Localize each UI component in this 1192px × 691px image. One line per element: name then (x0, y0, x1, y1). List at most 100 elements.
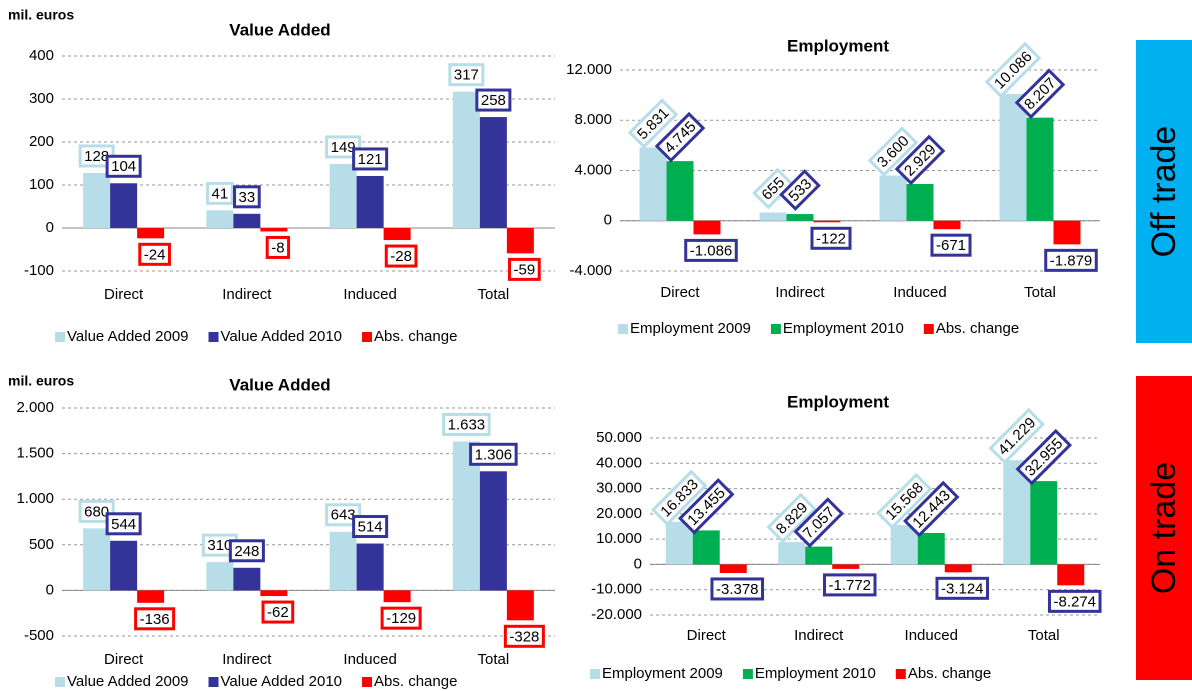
data-label-text: 248 (234, 543, 259, 560)
label-box (903, 480, 960, 538)
legend-swatch (770, 324, 781, 334)
x-tick-label: Total (478, 651, 510, 668)
bar (813, 220, 841, 223)
legend-swatch (618, 324, 628, 334)
legend-label: Employment 2009 (602, 665, 723, 682)
y-tick-label: 500 (29, 536, 54, 553)
bar (1057, 564, 1085, 586)
x-tick-label: Induced (893, 284, 946, 301)
data-label-text: -129 (386, 610, 416, 627)
y-tick-label: 0 (604, 212, 612, 229)
data-label-text: 121 (358, 151, 383, 168)
y-tick-label: 2.000 (16, 399, 54, 416)
label-box (766, 492, 818, 544)
label-box (779, 169, 821, 211)
legend-label: Abs. change (374, 673, 457, 690)
label-box (206, 181, 234, 205)
side-band (1136, 376, 1192, 680)
y-tick-label: 200 (29, 133, 54, 150)
data-label: 128 (78, 144, 115, 168)
y-tick-label: 12.000 (566, 61, 612, 78)
label-box (325, 135, 362, 159)
label-box (265, 235, 291, 259)
bar (832, 564, 860, 569)
side-label: Off trade (1145, 126, 1183, 258)
data-label: 317 (448, 63, 485, 87)
data-label-text: 544 (111, 516, 136, 533)
data-label: -122 (810, 226, 852, 250)
data-label: -1.879 (1044, 248, 1098, 272)
bar (137, 590, 165, 603)
x-tick-label: Direct (104, 651, 144, 668)
label-box (325, 503, 362, 527)
x-tick-label: Total (478, 286, 510, 303)
data-label: -3.378 (710, 577, 765, 601)
chart-title: Employment (787, 392, 889, 411)
label-box (684, 238, 738, 262)
bar (83, 172, 111, 228)
x-tick-label: Total (1028, 627, 1060, 644)
bar (110, 540, 138, 591)
y-axis-label: mil. euros (8, 7, 74, 23)
data-label: 41 (206, 181, 234, 205)
label-box (627, 98, 679, 149)
y-tick-label: 1.000 (16, 490, 54, 507)
data-label: 533 (779, 169, 821, 211)
side-label: On trade (1145, 462, 1183, 594)
y-tick-label: 50.000 (596, 429, 642, 446)
data-label: -1.772 (822, 573, 877, 597)
bar (665, 521, 693, 565)
label-box (894, 134, 946, 186)
label-box (105, 512, 142, 536)
chart-title: Value Added (229, 20, 330, 39)
label-box (822, 573, 877, 597)
data-label-text: 149 (331, 139, 356, 156)
y-tick-label: 8.000 (574, 111, 612, 128)
data-label-text: 33 (239, 189, 256, 206)
y-axis-label: mil. euros (8, 373, 74, 389)
data-label-text: -8.274 (1053, 593, 1096, 610)
data-label: 643 (325, 503, 362, 527)
legend-swatch (923, 324, 934, 334)
y-tick-label: 30.000 (596, 480, 642, 497)
data-label: -1.086 (684, 238, 738, 262)
y-tick-label: 0 (634, 555, 642, 572)
data-label-text: 680 (84, 503, 109, 520)
legend-label: Value Added 2009 (67, 328, 189, 345)
bar (383, 228, 411, 241)
data-label: 514 (352, 515, 389, 539)
legend-label: Employment 2010 (755, 665, 876, 682)
label-box (935, 576, 990, 600)
bar (206, 562, 234, 591)
data-label-text: -136 (140, 611, 170, 628)
legend-swatch (742, 669, 753, 679)
data-label-text: 310 (207, 537, 232, 554)
label-box (1014, 68, 1066, 119)
chart-title: Value Added (229, 375, 330, 394)
x-tick-label: Direct (104, 286, 144, 303)
data-label: -24 (138, 242, 171, 266)
label-box (930, 233, 972, 257)
label-box (793, 497, 845, 548)
data-label: 655 (752, 167, 794, 210)
data-label: 1.306 (469, 442, 518, 466)
data-label: -28 (384, 244, 418, 268)
label-box (651, 469, 708, 527)
data-label-text: -3.378 (716, 581, 759, 598)
bar (786, 214, 814, 221)
bar (83, 528, 111, 591)
y-tick-label: -4.000 (569, 262, 612, 279)
label-box (508, 257, 541, 281)
data-label: 248 (228, 539, 265, 563)
y-tick-label: -100 (24, 262, 54, 279)
bar (356, 543, 384, 591)
bar (233, 567, 261, 591)
y-tick-label: 10.000 (596, 530, 642, 547)
label-box (469, 442, 518, 466)
bar (693, 220, 721, 235)
data-label: 149 (325, 135, 362, 159)
legend-swatch (362, 677, 373, 687)
bar (260, 590, 288, 597)
data-label: 4.745 (654, 111, 706, 163)
side-band (1136, 40, 1192, 343)
